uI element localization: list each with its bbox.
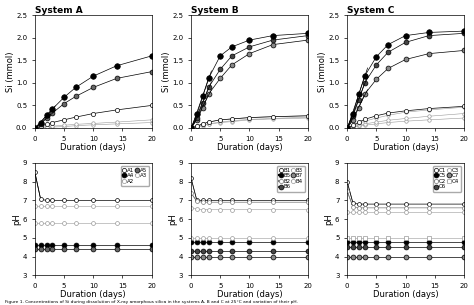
Y-axis label: pH: pH xyxy=(12,213,21,225)
X-axis label: Duration (days): Duration (days) xyxy=(217,290,282,300)
Y-axis label: pH: pH xyxy=(325,213,334,225)
Legend: B1, B5, B2, B6, B3, B7, B4: B1, B5, B2, B6, B3, B7, B4 xyxy=(277,166,305,192)
Text: Figure 1. Concentrations of Si during dissolution of X-ray amorphous silica in t: Figure 1. Concentrations of Si during di… xyxy=(5,300,298,304)
X-axis label: Duration (days): Duration (days) xyxy=(373,290,438,300)
Y-axis label: Si (mmol): Si (mmol) xyxy=(318,51,327,92)
Text: System A: System A xyxy=(35,5,82,15)
X-axis label: Duration (days): Duration (days) xyxy=(217,143,282,152)
Text: System C: System C xyxy=(347,5,394,15)
Text: System B: System B xyxy=(191,5,238,15)
Legend: C1, C5, C2, C6, C3, C7, C4: C1, C5, C2, C6, C3, C7, C4 xyxy=(433,166,461,192)
Y-axis label: pH: pH xyxy=(168,213,177,225)
Legend: A1, A4, A2, A5, A3: A1, A4, A2, A5, A3 xyxy=(120,166,149,186)
X-axis label: Duration (days): Duration (days) xyxy=(373,143,438,152)
Y-axis label: Si (mmol): Si (mmol) xyxy=(162,51,171,92)
X-axis label: Duration (days): Duration (days) xyxy=(61,290,126,300)
Y-axis label: Si (mmol): Si (mmol) xyxy=(6,51,15,92)
X-axis label: Duration (days): Duration (days) xyxy=(61,143,126,152)
